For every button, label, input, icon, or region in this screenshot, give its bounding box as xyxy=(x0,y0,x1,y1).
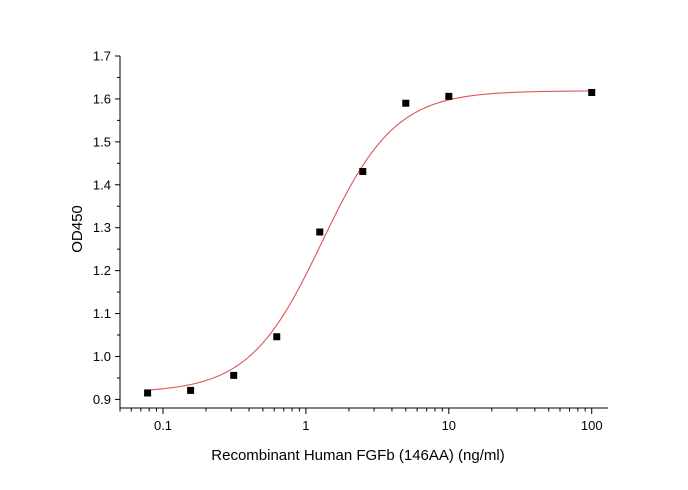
y-tick-label: 1.5 xyxy=(93,134,111,149)
fit-curve-layer xyxy=(147,90,592,391)
data-point xyxy=(316,228,324,236)
x-tick-label: 10 xyxy=(442,418,456,433)
x-axis-title: Recombinant Human FGFb (146AA) (ng/ml) xyxy=(211,447,504,464)
data-point xyxy=(144,389,152,397)
axes: 0.9 1.0 1.1 1.2 1.3 1.4 1.5 1.6 1.7 0.1 1 10 100 xyxy=(93,49,608,433)
data-point xyxy=(445,92,453,100)
y-tick-label: 1.7 xyxy=(93,49,111,64)
data-points-layer xyxy=(144,88,596,397)
y-tick-label: 1.1 xyxy=(93,306,111,321)
data-point xyxy=(402,99,410,107)
data-point xyxy=(359,167,367,175)
y-tick-label: 1.0 xyxy=(93,349,111,364)
y-axis-title: OD450 xyxy=(69,205,86,253)
data-point xyxy=(230,371,238,379)
x-tick-label: 100 xyxy=(581,418,603,433)
x-tick-label: 0.1 xyxy=(154,418,172,433)
data-point xyxy=(588,88,596,96)
y-tick-label: 0.9 xyxy=(93,392,111,407)
y-tick-label: 1.6 xyxy=(93,91,111,106)
y-tick-label: 1.2 xyxy=(93,263,111,278)
data-point xyxy=(187,386,195,394)
fit-curve xyxy=(147,90,592,391)
y-tick-label: 1.4 xyxy=(93,177,111,192)
data-point xyxy=(273,333,281,341)
x-tick-label: 1 xyxy=(302,418,309,433)
y-tick-label: 1.3 xyxy=(93,220,111,235)
